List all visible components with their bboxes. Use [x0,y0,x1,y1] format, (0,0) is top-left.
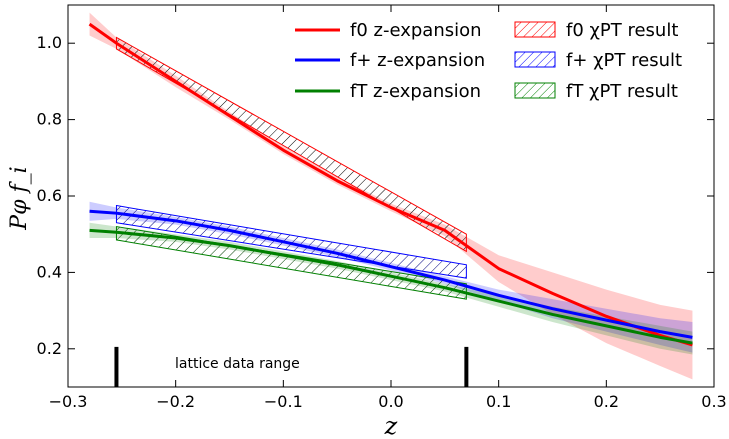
legend-label-fplus-zexp: f+ z-expansion [350,50,485,71]
x-tick-label: −0.3 [49,392,88,411]
chipt-box-f0 [115,36,467,253]
legend-patch-fplus-chipt [514,51,556,68]
y-tick-label: 0.8 [37,110,62,129]
y-tick-label: 0.4 [37,262,62,281]
x-axis-title: z [384,412,398,439]
x-tick-label: −0.2 [156,392,195,411]
x-tick-label: 0.0 [378,392,403,411]
chipt-box-fT [115,225,467,300]
legend-label-fT-chipt: fT χPT result [566,81,678,102]
line-fT [89,228,693,345]
legend-label-f0-zexp: f0 z-expansion [350,20,482,41]
legend-label-f0-chipt: f0 χPT result [566,20,678,41]
line-f0 [88,22,693,347]
y-tick-label: 1.0 [37,33,62,52]
lattice-range-annotation: lattice data range [175,356,300,372]
y-tick-label: 0.6 [37,186,62,205]
x-tick-label: −0.1 [264,392,303,411]
legend: f0 z-expansion f+ z-expansion fT z-expan… [295,20,682,102]
legend-label-fplus-chipt: f+ χPT result [566,50,682,71]
y-axis-title: Pφ f_i [7,166,32,230]
line-fplus [89,209,693,339]
legend-label-fT-zexp: fT z-expansion [350,81,481,102]
x-tick-label: 0.2 [594,392,619,411]
legend-patch-f0-chipt [514,21,556,38]
chipt-box-fplus [115,204,467,279]
x-tick-label: 0.3 [701,392,726,411]
x-tick-label: 0.1 [486,392,511,411]
y-tick-label: 0.2 [37,339,62,358]
legend-patch-fT-chipt [514,82,556,99]
